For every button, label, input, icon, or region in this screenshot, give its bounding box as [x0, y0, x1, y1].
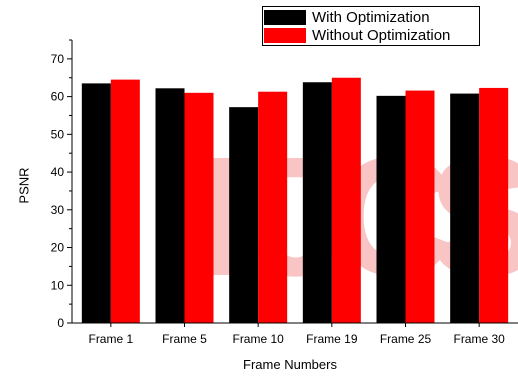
y-tick-label: 50 — [51, 127, 65, 141]
x-tick-label: Frame 25 — [380, 332, 432, 346]
legend-label-with-optimization: With Optimization — [312, 8, 430, 26]
legend: With Optimization Without Optimization — [262, 6, 480, 46]
bar-with-optimization-frame-25 — [376, 95, 406, 323]
legend-label-without-optimization: Without Optimization — [312, 26, 451, 44]
bar-without-optimization-frame-19 — [331, 77, 361, 323]
x-tick-label: Frame 1 — [88, 332, 133, 346]
axes-group: Frame 1 Frame 5 Frame 10 Frame 19 Frame 25 Fr… — [51, 39, 518, 346]
legend-item-without-optimization: Without Optimization — [263, 26, 450, 44]
bars-group — [81, 77, 509, 324]
bar-without-optimization-frame-10 — [258, 91, 288, 323]
y-tick-label: 20 — [51, 241, 65, 255]
y-tick-label: 40 — [51, 165, 65, 179]
y-tick-label: 10 — [51, 278, 65, 292]
x-axis-label: Frame Numbers — [243, 357, 337, 372]
y-tick-label: 60 — [51, 90, 65, 104]
y-axis-label: PSNR — [16, 167, 32, 204]
bar-without-optimization-frame-25 — [405, 90, 435, 323]
legend-swatch-with-optimization — [264, 9, 306, 25]
y-tick-label: 70 — [51, 52, 65, 66]
x-tick-label: Frame 10 — [232, 332, 284, 346]
bar-with-optimization-frame-10 — [229, 107, 259, 323]
bar-without-optimization-frame-5 — [184, 92, 214, 324]
y-tick-label: 0 — [57, 316, 64, 330]
bar-with-optimization-frame-19 — [302, 82, 332, 324]
bar-with-optimization-frame-5 — [155, 88, 185, 323]
bar-with-optimization-frame-1 — [81, 83, 111, 323]
x-tick-label: Frame 19 — [306, 332, 358, 346]
x-tick-label: Frame 30 — [453, 332, 505, 346]
legend-item-with-optimization: With Optimization — [263, 8, 430, 26]
bar-with-optimization-frame-30 — [450, 93, 480, 324]
x-tick-label: Frame 5 — [162, 332, 207, 346]
legend-swatch-without-optimization — [264, 27, 306, 43]
bar-without-optimization-frame-1 — [110, 79, 140, 324]
bar-without-optimization-frame-30 — [479, 87, 509, 324]
y-tick-label: 30 — [51, 203, 65, 217]
